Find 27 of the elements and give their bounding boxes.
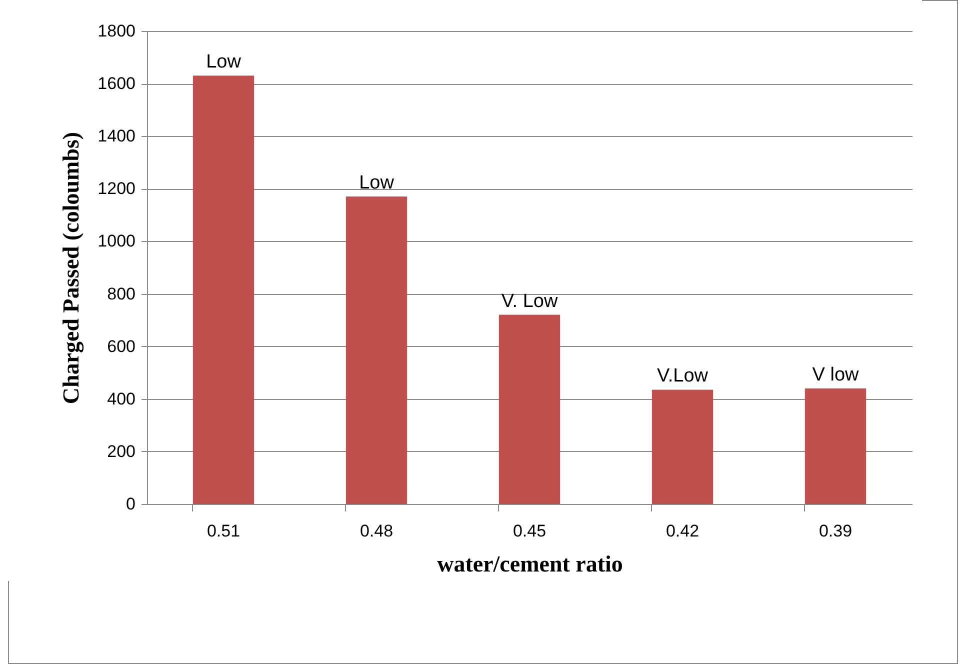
y-axis-title: Charged Passed (coloumbs) [58,132,85,404]
data-label: V. Low [501,290,558,312]
y-tick-label: 400 [107,389,136,408]
y-tick-label: 800 [107,284,136,304]
bar [804,388,866,504]
x-axis-title: water/cement ratio [437,552,623,576]
data-label: Low [206,52,242,73]
x-tick-label: 0.48 [360,522,394,540]
data-label: V low [812,364,860,386]
y-tick-label: 1800 [98,22,136,40]
y-tick-label: 1200 [98,179,136,198]
x-tick-label: 0.39 [818,522,852,540]
y-tick-label: 1600 [98,74,136,94]
y-tick-label: 1000 [98,232,136,251]
bar [346,196,408,504]
data-label: V.Low [656,366,708,387]
bar [652,390,714,504]
y-tick-label: 0 [126,494,136,514]
data-label: Low [359,172,394,194]
x-tick-label: 0.42 [666,522,700,540]
y-tick-label: 200 [107,442,136,461]
bar [192,76,254,504]
x-tick-label: 0.45 [512,522,546,540]
bar [498,314,560,504]
x-tick-label: 0.51 [206,522,240,540]
y-tick-label: 600 [107,336,136,356]
y-tick-label: 1400 [98,126,136,146]
